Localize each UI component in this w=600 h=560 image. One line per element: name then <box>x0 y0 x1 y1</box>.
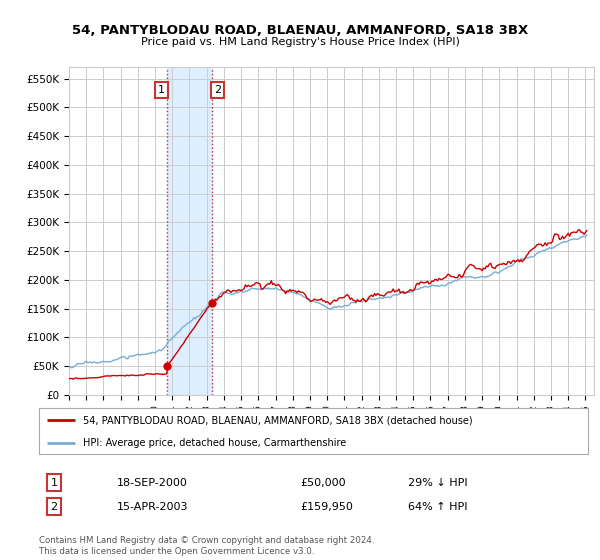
Text: 54, PANTYBLODAU ROAD, BLAENAU, AMMANFORD, SA18 3BX: 54, PANTYBLODAU ROAD, BLAENAU, AMMANFORD… <box>72 24 528 36</box>
Bar <box>167 67 212 395</box>
Text: 64% ↑ HPI: 64% ↑ HPI <box>408 502 467 512</box>
Text: £50,000: £50,000 <box>300 478 346 488</box>
Text: 1: 1 <box>50 478 58 488</box>
Text: HPI: Average price, detached house, Carmarthenshire: HPI: Average price, detached house, Carm… <box>83 438 346 449</box>
Text: 15-APR-2003: 15-APR-2003 <box>117 502 188 512</box>
Text: 2: 2 <box>50 502 58 512</box>
Text: 2: 2 <box>214 85 221 95</box>
Text: Contains HM Land Registry data © Crown copyright and database right 2024.
This d: Contains HM Land Registry data © Crown c… <box>39 536 374 556</box>
Text: 18-SEP-2000: 18-SEP-2000 <box>117 478 188 488</box>
Text: 54, PANTYBLODAU ROAD, BLAENAU, AMMANFORD, SA18 3BX (detached house): 54, PANTYBLODAU ROAD, BLAENAU, AMMANFORD… <box>83 415 473 425</box>
Text: £159,950: £159,950 <box>300 502 353 512</box>
Text: 1: 1 <box>158 85 165 95</box>
Text: Price paid vs. HM Land Registry's House Price Index (HPI): Price paid vs. HM Land Registry's House … <box>140 37 460 47</box>
Text: 29% ↓ HPI: 29% ↓ HPI <box>408 478 467 488</box>
